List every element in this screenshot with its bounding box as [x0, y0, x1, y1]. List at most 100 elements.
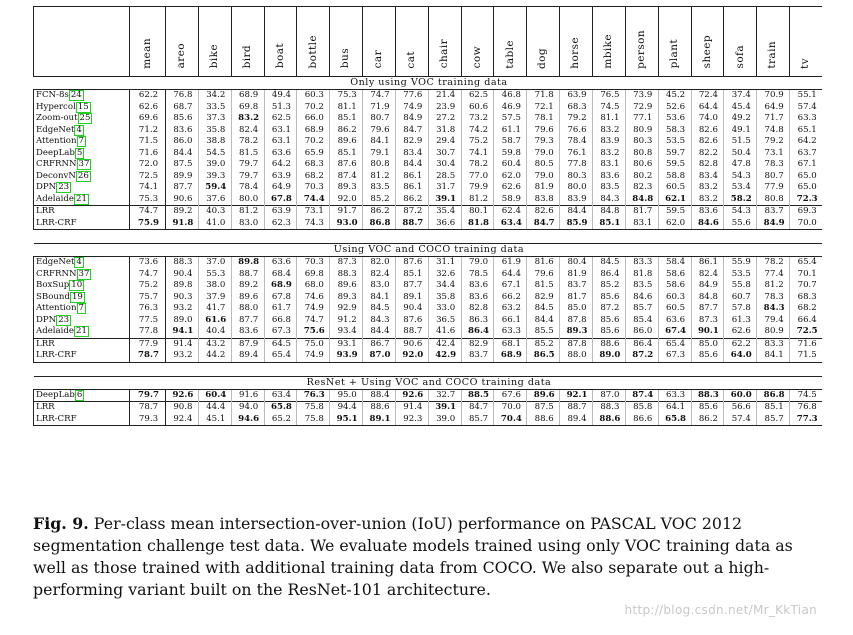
- method-cell: EdgeNet 4: [33, 256, 130, 269]
- column-header-horse: horse: [559, 6, 593, 77]
- class-iou-cell-train: 79.2: [756, 136, 790, 148]
- citation-link[interactable]: 7: [76, 303, 86, 314]
- class-iou-cell-cow: 74.1: [460, 147, 494, 159]
- class-iou-cell-dog: 84.5: [526, 303, 560, 315]
- table-header-row: mean areo bike bird boat bottle bus car cat chair…: [33, 6, 823, 77]
- citation-link[interactable]: 7: [76, 136, 86, 147]
- class-iou-cell-areo: 90.4: [173, 268, 193, 279]
- citation-link[interactable]: 23: [56, 314, 72, 326]
- method-name: DeepLab: [36, 147, 75, 158]
- class-iou-cell-dog: 84.7: [526, 217, 560, 230]
- class-iou-cell-cat: 87.7: [394, 280, 429, 292]
- citation-link[interactable]: 37: [76, 159, 92, 170]
- class-iou-cell-person: 72.9: [624, 101, 659, 113]
- class-iou-cell-boat: 51.3: [263, 101, 297, 113]
- mean-iou-cell: 73.6: [129, 256, 166, 269]
- citation-link[interactable]: 23: [56, 182, 72, 193]
- class-iou-cell-tv: 55.1: [789, 89, 823, 102]
- class-iou-cell-mbike: 86.4: [591, 268, 626, 280]
- class-iou-cell-tv: 70.1: [789, 268, 823, 280]
- class-iou-cell-bottle: 68.2: [296, 170, 330, 182]
- method-name: Adelaide: [36, 193, 75, 204]
- citation-link[interactable]: 5: [74, 147, 85, 159]
- column-header-areo: areo: [165, 6, 199, 77]
- class-iou-cell-cow: 83.6: [460, 291, 494, 303]
- citation-link[interactable]: 26: [75, 170, 91, 182]
- class-iou-cell-bird: 82.4: [230, 124, 265, 136]
- class-iou-cell-sofa: 49.1: [723, 124, 757, 136]
- table-row: DPN 23 74.1 87.7 59.4 78.4 64.9 70.3 89.3 83.5 86.…: [33, 182, 823, 194]
- citation-link[interactable]: 37: [76, 268, 92, 280]
- class-iou-cell-sheep: 85.0: [690, 337, 724, 350]
- column-header-train: train: [756, 6, 790, 77]
- citation-link[interactable]: 15: [75, 101, 91, 113]
- citation-link[interactable]: 25: [77, 113, 93, 124]
- class-iou-cell-areo: 94.1: [172, 326, 194, 336]
- class-iou-cell-bus: 92.9: [329, 303, 363, 315]
- class-iou-cell-mbike: 84.3: [591, 193, 626, 206]
- class-iou-cell-plant: 59.5: [657, 205, 691, 218]
- class-iou-cell-chair: 36.6: [427, 217, 462, 230]
- citation-link[interactable]: 21: [74, 326, 89, 337]
- class-iou-cell-cat: 88.7: [394, 326, 429, 338]
- class-iou-cell-train: 78.3: [756, 291, 790, 303]
- class-iou-cell-bus: 75.3: [329, 89, 363, 102]
- citation-link[interactable]: 21: [74, 193, 89, 205]
- citation-link[interactable]: 4: [74, 257, 84, 268]
- method-name: FCN-8s: [36, 90, 69, 100]
- class-iou-cell-bike: 61.6: [197, 314, 232, 326]
- column-header-label: table: [503, 39, 516, 69]
- class-iou-cell-train: 85.7: [756, 413, 790, 426]
- method-name: Zoom-out: [36, 113, 78, 123]
- column-header-label: bottle: [306, 35, 319, 69]
- class-iou-cell-tv: 65.4: [789, 256, 823, 269]
- class-iou-cell-bird: 94.6: [230, 413, 265, 426]
- section-title: Only using VOC training data: [33, 76, 823, 90]
- citation-link[interactable]: 10: [69, 280, 85, 291]
- class-iou-cell-sofa: 57.4: [723, 413, 757, 426]
- class-iou-cell-car: 82.4: [362, 268, 396, 280]
- class-iou-cell-bottle: 68.9: [296, 124, 330, 136]
- class-iou-cell-horse: 89.4: [559, 413, 593, 426]
- class-iou-cell-bus: 89.3: [329, 182, 363, 194]
- class-iou-cell-cow: 85.7: [460, 413, 494, 426]
- class-iou-cell-bike: 37.6: [197, 193, 232, 206]
- class-iou-cell-mbike: 85.6: [591, 314, 626, 326]
- class-iou-cell-dog: 81.5: [526, 280, 560, 292]
- class-iou-cell-bike: 40.4: [197, 326, 232, 338]
- column-header-dog: dog: [526, 6, 560, 77]
- citation-link[interactable]: 24: [68, 90, 84, 101]
- class-iou-cell-cat: 85.1: [394, 268, 429, 280]
- class-iou-cell-bus: 93.9: [329, 350, 363, 363]
- class-iou-cell-table: 70.4: [493, 413, 527, 426]
- class-iou-cell-dog: 82.6: [526, 205, 560, 218]
- class-iou-cell-bike: 45.1: [197, 413, 232, 426]
- class-iou-cell-train: 78.3: [756, 159, 790, 171]
- method-cell: LRR: [33, 401, 130, 414]
- citation-link[interactable]: 4: [74, 124, 84, 136]
- class-iou-cell-train: 84.1: [756, 350, 790, 363]
- class-iou-cell-bottle: 75.0: [296, 337, 330, 350]
- class-iou-cell-areo: 87.5: [173, 159, 193, 169]
- class-iou-cell-sheep: 83.6: [690, 205, 724, 218]
- class-iou-cell-areo: 68.7: [173, 101, 193, 112]
- class-iou-cell-person: 86.6: [624, 413, 659, 426]
- column-header-bike: bike: [197, 6, 232, 77]
- column-header-cat: cat: [394, 6, 429, 77]
- class-iou-cell-horse: 77.8: [559, 159, 593, 171]
- class-iou-cell-cat: 87.6: [394, 256, 429, 269]
- class-iou-cell-tv: 67.1: [789, 159, 823, 171]
- citation-link[interactable]: 19: [69, 291, 85, 303]
- class-iou-cell-person: 80.9: [624, 124, 659, 136]
- method-cell: Adelaide 21: [33, 326, 130, 338]
- class-iou-cell-areo: 90.6: [173, 193, 193, 204]
- class-iou-cell-sofa: 60.7: [723, 291, 757, 303]
- class-iou-cell-cow: 82.9: [460, 337, 494, 350]
- class-iou-cell-sofa: 62.2: [723, 337, 757, 350]
- class-iou-cell-boat: 66.8: [263, 314, 297, 326]
- class-iou-cell-sheep: 85.6: [690, 350, 724, 363]
- class-iou-cell-bottle: 74.4: [296, 193, 330, 206]
- class-iou-cell-cow: 86.3: [460, 314, 494, 326]
- citation-link[interactable]: 6: [74, 389, 85, 401]
- class-iou-cell-sofa: 62.6: [723, 326, 757, 338]
